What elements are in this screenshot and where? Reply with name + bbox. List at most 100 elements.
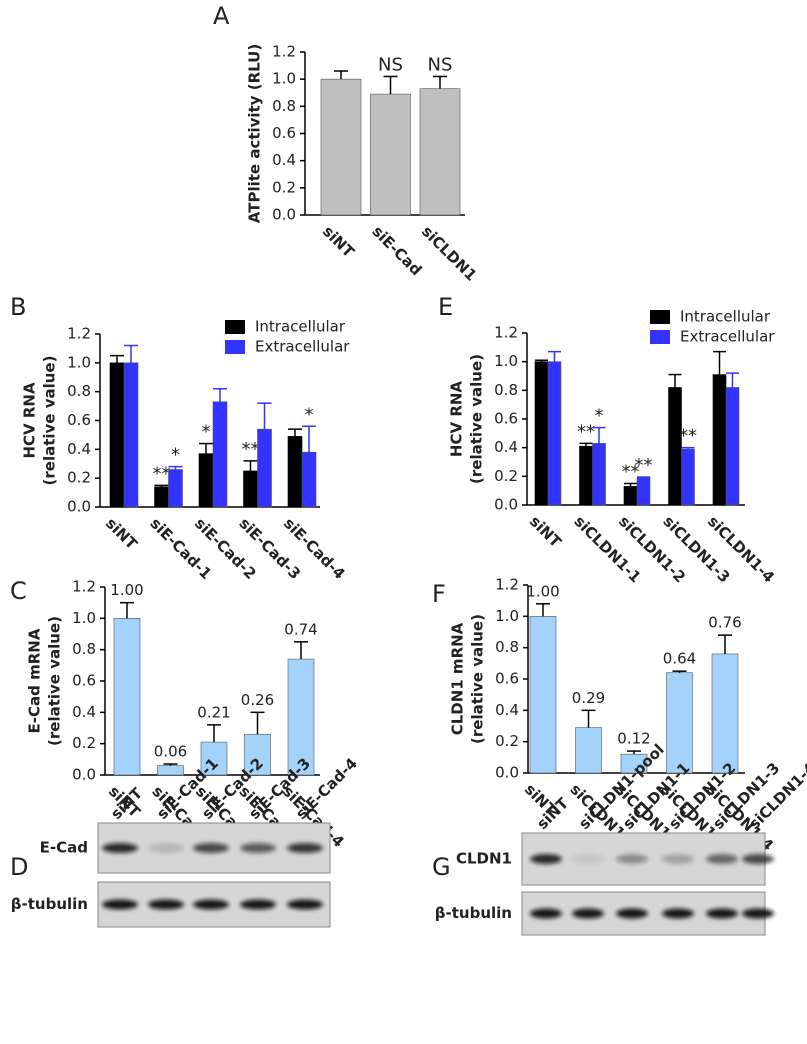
y-tick-label: 0.6 [72,672,96,690]
legend-swatch [225,340,245,354]
y-tick-label: 0.0 [272,206,296,224]
value-label: 0.29 [572,689,605,707]
bar [244,733,271,776]
significance: ** [242,439,260,460]
y-tick-label: 0.0 [494,496,518,514]
significance: * [305,404,314,425]
value-label: 0.76 [708,614,741,632]
bar [529,616,557,774]
band [102,843,138,853]
y-tick-label: 1.2 [72,578,96,596]
y-tick-label: 1.2 [272,43,296,61]
value-label: 1.00 [110,581,143,599]
y-tick-label: 0.4 [495,701,519,719]
y-tick-label: 0.6 [67,411,91,429]
bar [712,374,727,506]
bar [575,727,602,774]
y-tick-label: 0.2 [495,732,519,750]
legend-label: Intracellular [680,308,771,326]
x-tick-label: siE-Cad [368,222,425,279]
bar [681,448,695,506]
significance: ** [679,426,697,447]
significance: * [171,445,180,466]
bar [287,658,315,776]
band [742,854,774,864]
y-tick-label: 1.0 [495,607,519,625]
value-label: 1.00 [526,582,559,600]
y-tick-label: 0.6 [494,410,518,428]
bar [257,428,272,508]
band [193,843,229,853]
x-tick-label: siCLDN1 [418,222,480,284]
band [530,908,562,919]
bar [636,477,651,506]
band [742,908,774,919]
panel-label: D [10,853,28,881]
x-tick-label: siNT [319,222,358,261]
significance: ** [635,455,653,476]
y-tick-label: 0.6 [495,670,519,688]
row-label: CLDN1 [456,850,512,868]
bar [592,443,606,506]
band [193,899,229,910]
bar [287,436,303,508]
y-tick-label: 0.6 [272,124,296,142]
panel-label: A [213,2,230,30]
bar [113,618,141,776]
row-label: E-Cad [40,839,88,857]
band [102,899,138,910]
y-tick-label: 0.8 [67,382,91,400]
bar [243,470,258,508]
bar [623,486,638,506]
panel-label: C [10,577,27,605]
band [240,899,276,910]
bar [711,653,739,774]
significance: NS [428,54,453,75]
y-tick-label: 1.0 [272,70,296,88]
significance: NS [378,54,403,75]
bar [123,362,139,508]
bar [154,486,169,508]
value-label: 0.06 [154,743,187,761]
legend-label: Intracellular [255,318,346,336]
y-tick-label: 0.2 [72,734,96,752]
bar [419,88,461,216]
y-axis-label: (relative value) [468,354,486,484]
y-axis-label: HCV RNA [21,382,39,458]
y-tick-label: 1.2 [67,325,91,343]
band [616,908,648,919]
y-tick-label: 0.4 [67,440,91,458]
y-tick-label: 0.4 [494,438,518,456]
value-label: 0.21 [197,703,230,721]
y-tick-label: 1.0 [494,352,518,370]
band [572,854,604,864]
panel-label: G [432,853,451,881]
y-axis-label: (relative value) [469,614,487,744]
y-tick-label: 1.2 [495,576,519,594]
band [706,854,738,864]
band [287,899,323,910]
band [148,899,184,910]
bar [320,78,362,216]
y-tick-label: 0.0 [495,764,519,782]
band [287,843,323,853]
bar [200,741,228,776]
bar [547,361,562,506]
significance: * [595,406,604,427]
y-axis-label: CLDN1 mRNA [449,622,467,735]
bar [725,387,740,506]
row-label: β-tubulin [435,904,512,922]
y-axis-label: E-Cad mRNA [26,628,44,733]
legend-label: Extracellular [680,328,775,346]
band [240,843,276,853]
x-tick-label: siNT [526,512,565,551]
y-tick-label: 1.0 [72,609,96,627]
value-label: 0.12 [617,730,650,748]
band [148,843,184,853]
y-tick-label: 0.2 [67,469,91,487]
y-axis-label: (relative value) [46,616,64,746]
value-label: 0.64 [663,650,696,668]
y-tick-label: 0.0 [72,766,96,784]
y-axis-label: HCV RNA [448,381,466,457]
